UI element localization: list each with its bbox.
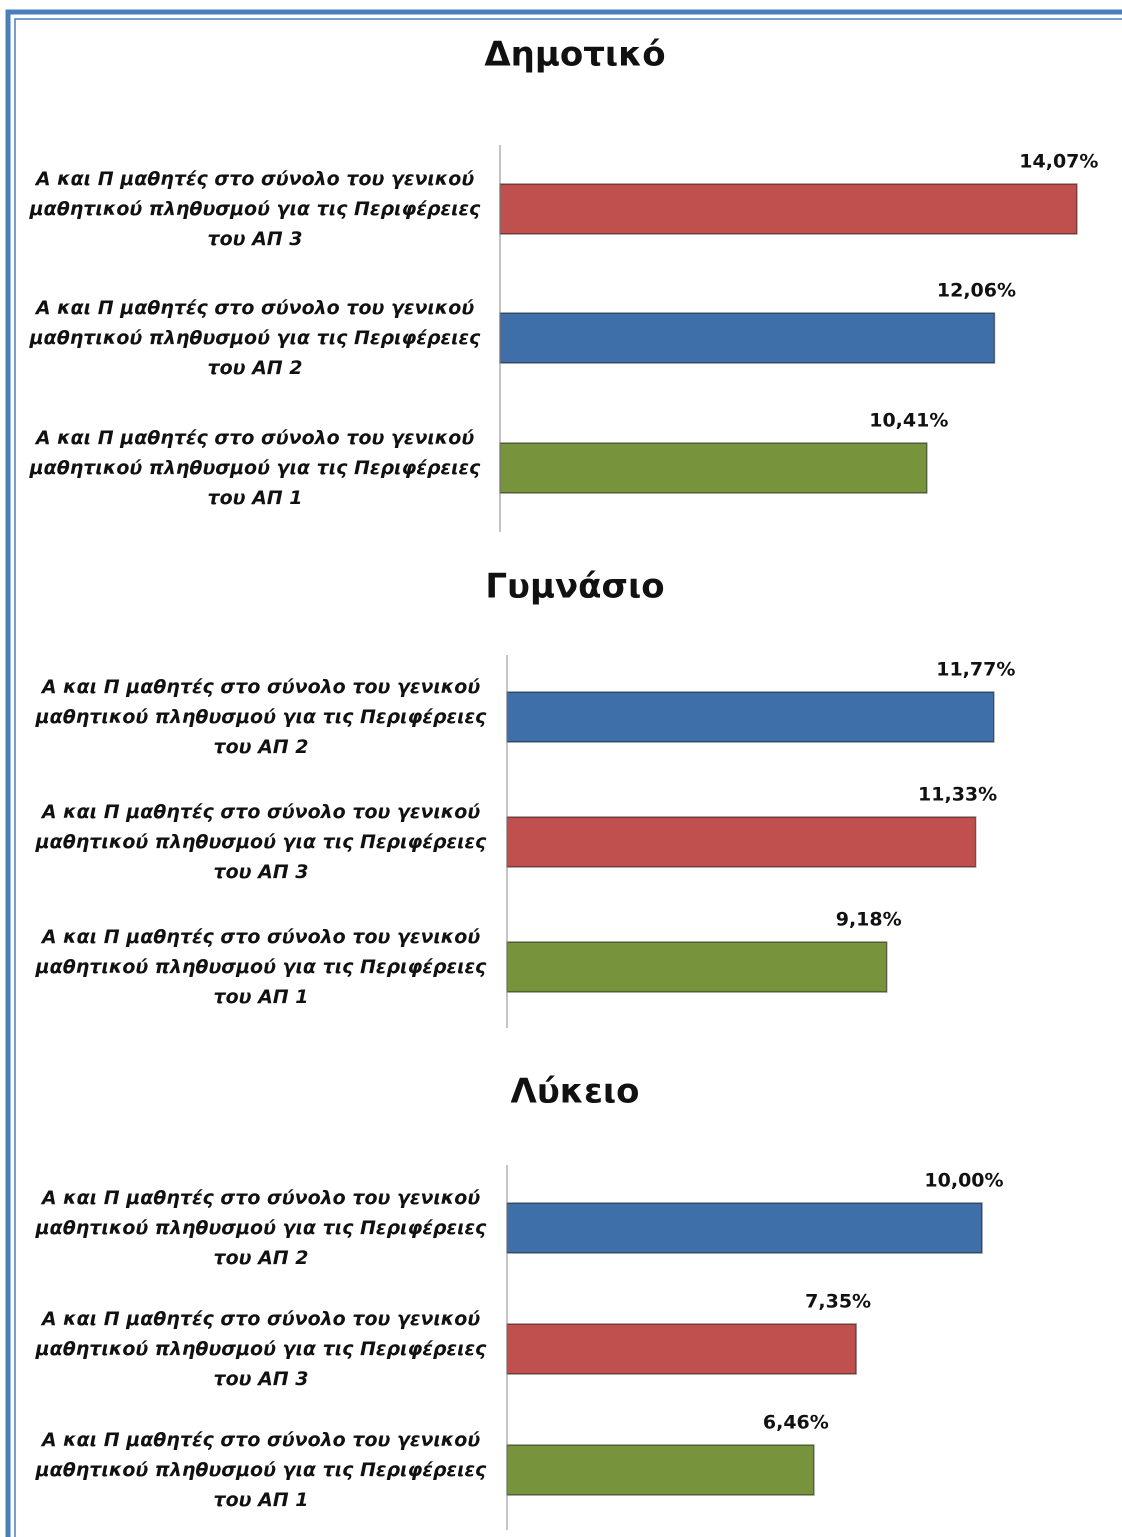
value-label: 14,07% <box>1019 151 1098 173</box>
category-label: Α και Π μαθητές στο σύνολο του γενικού μ… <box>35 1187 487 1269</box>
category-label: Α και Π μαθητές στο σύνολο του γενικού μ… <box>35 1308 487 1390</box>
bar <box>499 442 928 494</box>
bar <box>506 1202 983 1254</box>
category-label: Α και Π μαθητές στο σύνολο του γενικού μ… <box>35 676 487 758</box>
value-label: 11,33% <box>918 784 997 806</box>
bar <box>499 183 1078 235</box>
frame <box>5 9 1122 1537</box>
category-label: Α και Π μαθητές στο σύνολο του γενικού μ… <box>35 926 487 1008</box>
value-label: 10,41% <box>869 410 948 432</box>
chart-title: Δημοτικό <box>484 35 665 75</box>
category-label: Α και Π μαθητές στο σύνολο του γενικού μ… <box>29 427 481 509</box>
bar <box>506 941 888 993</box>
bar <box>506 816 977 868</box>
bar <box>506 1444 815 1496</box>
bar <box>499 312 996 364</box>
category-label: Α και Π μαθητές στο σύνολο του γενικού μ… <box>35 801 487 883</box>
bar <box>506 1323 857 1375</box>
frame-inner <box>14 18 1122 1537</box>
category-label: Α και Π μαθητές στο σύνολο του γενικού μ… <box>29 168 481 250</box>
value-label: 11,77% <box>936 659 1015 681</box>
value-label: 12,06% <box>937 280 1016 302</box>
value-label: 7,35% <box>805 1291 871 1313</box>
value-label: 6,46% <box>763 1412 829 1434</box>
category-label: Α και Π μαθητές στο σύνολο του γενικού μ… <box>29 297 481 379</box>
value-label: 10,00% <box>924 1170 1003 1192</box>
bar <box>506 691 995 743</box>
value-label: 9,18% <box>836 909 902 931</box>
chart-title: Γυμνάσιο <box>485 567 664 607</box>
category-label: Α και Π μαθητές στο σύνολο του γενικού μ… <box>35 1429 487 1511</box>
chart-title: Λύκειο <box>511 1072 640 1112</box>
